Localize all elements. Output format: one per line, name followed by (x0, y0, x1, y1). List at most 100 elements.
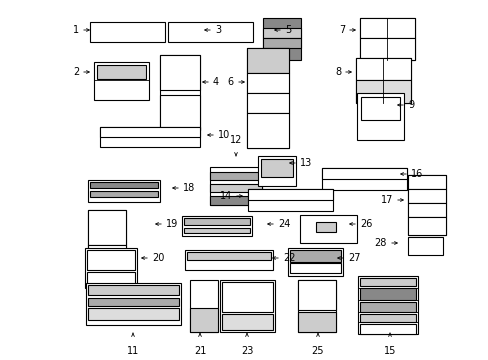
Bar (247, 189, 332, 200)
Bar (297, 312, 335, 332)
Bar (160, 55, 200, 130)
Bar (190, 280, 218, 332)
Bar (85, 248, 137, 288)
Bar (88, 285, 179, 295)
Bar (287, 248, 342, 276)
Bar (359, 18, 414, 38)
Bar (160, 95, 200, 130)
Text: 10: 10 (218, 130, 230, 140)
Bar (407, 217, 445, 235)
Bar (100, 127, 200, 147)
Text: 9: 9 (407, 100, 413, 110)
Bar (87, 250, 135, 270)
Bar (209, 167, 262, 205)
Bar (356, 93, 403, 140)
Bar (261, 159, 292, 177)
Text: 1: 1 (73, 25, 79, 35)
Text: 11: 11 (126, 346, 139, 356)
Bar (90, 182, 158, 188)
Text: 22: 22 (283, 253, 295, 263)
Bar (407, 237, 442, 255)
Bar (299, 215, 356, 243)
Bar (355, 58, 410, 103)
Text: 27: 27 (347, 253, 360, 263)
Bar (407, 189, 445, 203)
Bar (359, 288, 415, 300)
Bar (321, 168, 406, 179)
Bar (247, 189, 332, 211)
Bar (220, 280, 274, 332)
Bar (289, 263, 340, 273)
Text: 23: 23 (240, 346, 253, 356)
Bar (263, 18, 301, 60)
Bar (263, 38, 301, 48)
Bar (160, 55, 200, 90)
Text: 17: 17 (380, 195, 392, 205)
Bar (186, 252, 270, 260)
Bar (321, 168, 406, 190)
Bar (100, 127, 200, 137)
Bar (86, 283, 181, 325)
Bar (246, 73, 288, 93)
Bar (88, 298, 179, 306)
Text: 26: 26 (359, 219, 372, 229)
Bar (407, 175, 445, 189)
Bar (88, 180, 160, 202)
Bar (183, 218, 249, 225)
Bar (88, 245, 126, 262)
Bar (87, 272, 135, 286)
Text: 21: 21 (193, 346, 206, 356)
Bar (209, 172, 262, 180)
Bar (90, 22, 164, 42)
Bar (88, 210, 126, 262)
Text: 14: 14 (219, 191, 231, 201)
Text: 20: 20 (152, 253, 164, 263)
Bar (263, 28, 301, 38)
Bar (359, 302, 415, 312)
Bar (258, 156, 295, 186)
Bar (359, 38, 414, 60)
Text: 7: 7 (338, 25, 345, 35)
Text: 13: 13 (299, 158, 312, 168)
Text: 2: 2 (73, 67, 79, 77)
Bar (222, 282, 272, 312)
Bar (222, 314, 272, 330)
Bar (246, 48, 288, 148)
Text: 3: 3 (215, 25, 221, 35)
Bar (190, 308, 218, 332)
Bar (359, 324, 415, 334)
Text: 8: 8 (334, 67, 340, 77)
Bar (407, 175, 445, 235)
Text: 12: 12 (229, 135, 242, 145)
Bar (246, 93, 288, 113)
Text: 16: 16 (410, 169, 423, 179)
Bar (97, 65, 146, 79)
Bar (184, 250, 272, 270)
Bar (297, 280, 335, 332)
Bar (90, 191, 158, 197)
Text: 18: 18 (183, 183, 195, 193)
Bar (357, 276, 417, 334)
Bar (355, 80, 410, 103)
Bar (88, 210, 126, 245)
Bar (209, 184, 262, 192)
Bar (359, 278, 415, 286)
Bar (359, 314, 415, 322)
Text: 24: 24 (278, 219, 290, 229)
Bar (183, 228, 249, 233)
Text: 19: 19 (165, 219, 178, 229)
Text: 15: 15 (383, 346, 395, 356)
Bar (168, 22, 252, 42)
Bar (246, 113, 288, 148)
Text: 25: 25 (311, 346, 324, 356)
Bar (360, 97, 399, 120)
Bar (289, 250, 340, 262)
Bar (355, 58, 410, 80)
Bar (88, 308, 179, 320)
Text: 5: 5 (285, 25, 291, 35)
Text: 28: 28 (374, 238, 386, 248)
Bar (359, 18, 414, 60)
Bar (407, 203, 445, 217)
Text: 4: 4 (213, 77, 219, 87)
Bar (94, 62, 149, 100)
